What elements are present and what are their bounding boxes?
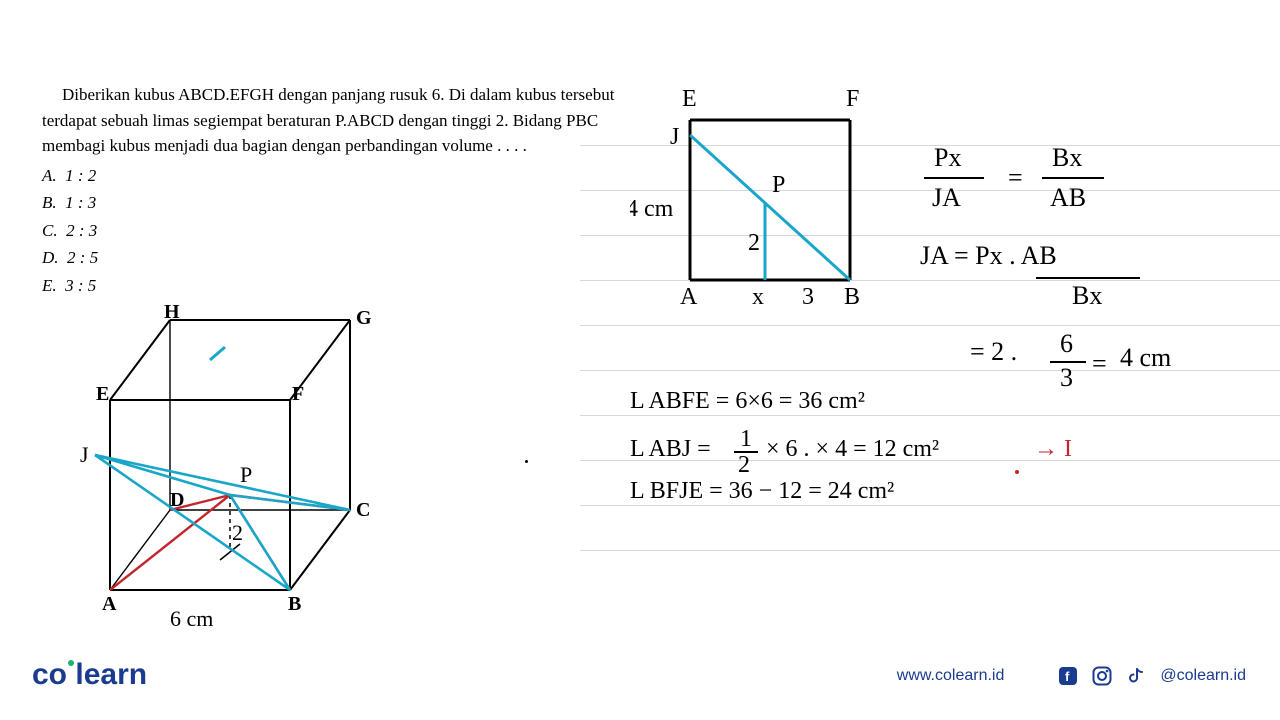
svg-text:2: 2 [738, 452, 750, 476]
svg-text:f: f [1065, 669, 1070, 684]
svg-text:JA = Px . AB: JA = Px . AB [920, 241, 1057, 270]
brand-logo: co learn [32, 658, 147, 692]
frac-px: Px [934, 143, 961, 172]
svg-text:=: = [1008, 163, 1023, 192]
svg-text:1: 1 [740, 426, 752, 452]
option-c: C. 2 : 3 [42, 218, 682, 244]
footer: co learn www.colearn.id f @colearn.id [0, 650, 1280, 700]
svg-text:→ I: → I [1034, 436, 1072, 462]
svg-text:4 cm: 4 cm [630, 196, 674, 222]
area-bfje: L BFJE = 36 − 12 = 24 cm² [630, 478, 894, 505]
option-a: A. 1 : 2 [42, 163, 682, 189]
svg-text:B: B [288, 593, 301, 615]
svg-text:= 2 .: = 2 . [970, 337, 1017, 366]
svg-text:H: H [164, 301, 180, 323]
svg-text:F: F [292, 383, 304, 405]
answer-options: A. 1 : 2 B. 1 : 3 C. 2 : 3 D. 2 : 5 E. 3… [42, 163, 682, 299]
svg-text:P: P [240, 462, 252, 487]
svg-text:4 cm: 4 cm [1120, 343, 1171, 372]
svg-text:J: J [670, 124, 679, 150]
svg-text:B: B [844, 284, 860, 310]
question-line: Diberikan kubus ABCD.EFGH dengan panjang… [42, 82, 682, 108]
area-abj: L ABJ = 1 2 × 6 . × 4 = 12 cm² → I [630, 426, 1190, 483]
instagram-icon [1092, 666, 1112, 686]
svg-text:L ABJ =: L ABJ = [630, 436, 711, 462]
fraction-eq: Px JA = Bx AB [920, 140, 1240, 227]
facebook-icon: f [1058, 666, 1078, 686]
svg-text:6: 6 [1060, 330, 1073, 358]
eq-result: = 2 . 6 3 = 4 cm [970, 330, 1270, 407]
question-block: Diberikan kubus ABCD.EFGH dengan panjang… [42, 82, 682, 300]
svg-text:E: E [682, 86, 697, 112]
svg-text:3: 3 [1060, 363, 1073, 392]
svg-text:× 6 . × 4 = 12 cm²: × 6 . × 4 = 12 cm² [766, 436, 939, 462]
option-d: D. 2 : 5 [42, 245, 682, 271]
svg-text:6 cm: 6 cm [170, 606, 213, 631]
svg-text:G: G [356, 307, 372, 329]
svg-text:A: A [102, 593, 117, 615]
svg-text:2: 2 [748, 230, 760, 256]
svg-text:x: x [752, 284, 764, 310]
svg-text:J: J [80, 442, 89, 467]
svg-text:AB: AB [1050, 183, 1086, 212]
logo-dot [68, 660, 74, 666]
svg-text:C: C [356, 499, 370, 521]
cube-diagram: A B C D E F G H J P 2 6 cm [60, 300, 420, 640]
question-line: membagi kubus menjadi dua bagian dengan … [42, 133, 682, 159]
svg-text:JA: JA [932, 183, 961, 212]
footer-right: www.colearn.id f @colearn.id [897, 666, 1246, 686]
question-line: terdapat sebuah limas segiempat beratura… [42, 108, 682, 134]
svg-text:3: 3 [802, 284, 814, 310]
svg-text:A: A [680, 284, 698, 310]
svg-text:D: D [170, 489, 184, 511]
tiktok-icon [1126, 666, 1146, 686]
side-face-diagram: E F J A B P 2 x 3 4 cm [630, 80, 910, 330]
option-b: B. 1 : 3 [42, 190, 682, 216]
svg-text:Bx: Bx [1052, 143, 1082, 172]
stray-dot [525, 460, 528, 463]
svg-text:E: E [96, 383, 109, 405]
svg-text:2: 2 [232, 520, 243, 545]
eq-ja: JA = Px . AB Bx [920, 238, 1220, 325]
svg-text:F: F [846, 86, 859, 112]
option-e: E. 3 : 5 [42, 273, 682, 299]
footer-url: www.colearn.id [897, 667, 1005, 685]
svg-text:P: P [772, 172, 785, 198]
svg-text:=: = [1092, 349, 1107, 378]
svg-text:Bx: Bx [1072, 281, 1102, 310]
stray-dot [1015, 470, 1019, 474]
footer-handle: @colearn.id [1160, 667, 1246, 685]
area-abfe: L ABFE = 6×6 = 36 cm² [630, 388, 865, 415]
